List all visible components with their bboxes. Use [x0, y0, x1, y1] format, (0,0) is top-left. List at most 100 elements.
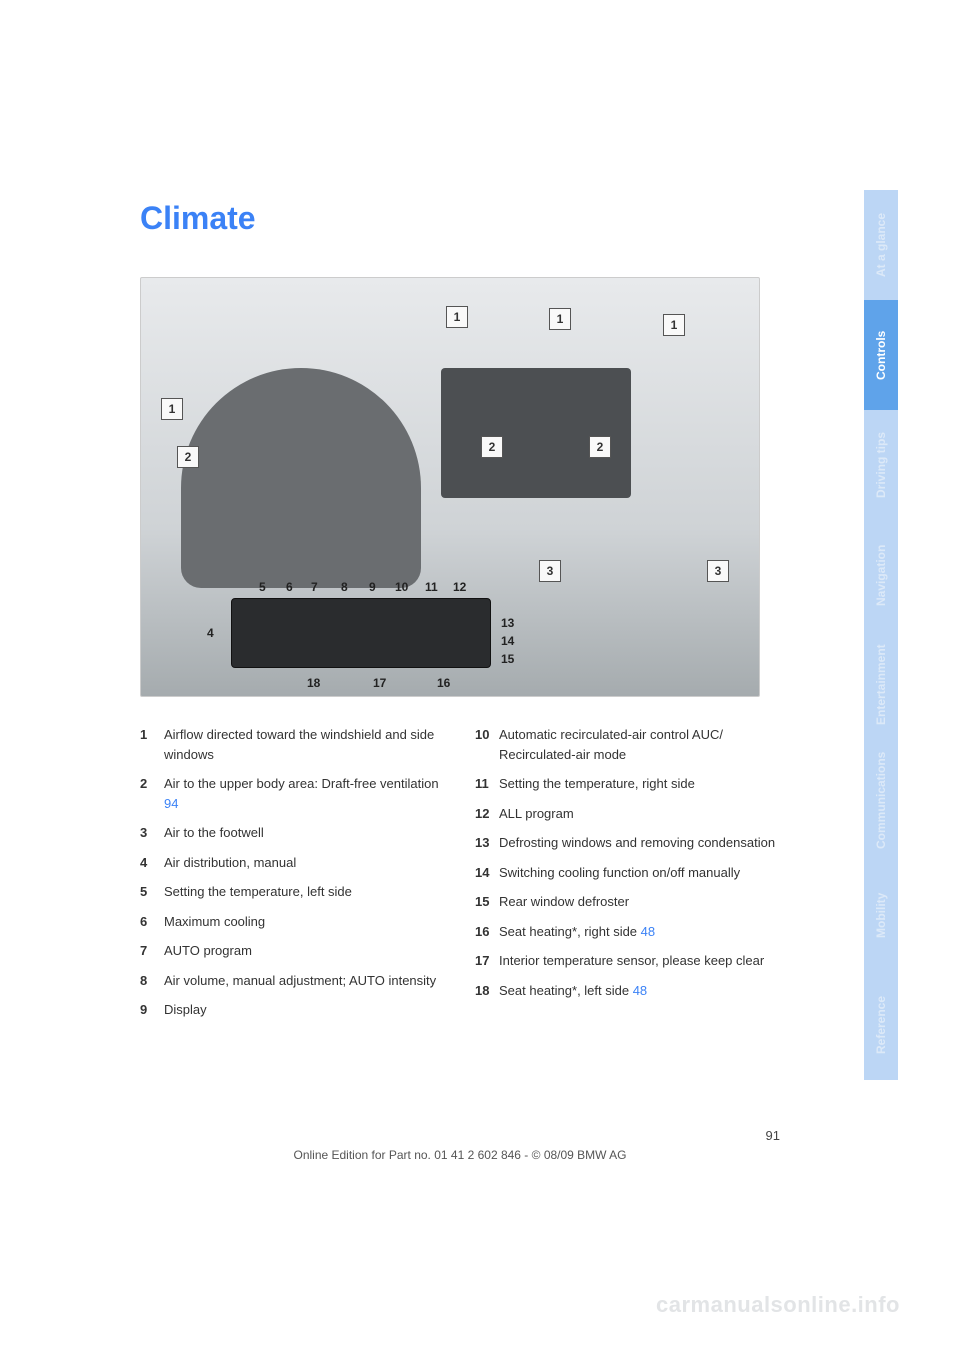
tab-reference[interactable]: Reference	[864, 970, 898, 1080]
legend-item: 18Seat heating*, left side 48	[475, 981, 780, 1001]
legend-item-number: 16	[475, 922, 499, 942]
tab-mobility[interactable]: Mobility	[864, 860, 898, 970]
legend-item: 10Automatic recirculated-air control AUC…	[475, 725, 780, 764]
legend-item-number: 10	[475, 725, 499, 764]
footer-text: Online Edition for Part no. 01 41 2 602 …	[140, 1148, 780, 1162]
legend-item-text: AUTO program	[164, 941, 445, 961]
legend-item: 17Interior temperature sensor, please ke…	[475, 951, 780, 971]
diagram-callout: 3	[539, 560, 561, 582]
legend-item: 9Display	[140, 1000, 445, 1020]
legend-item-text: Maximum cooling	[164, 912, 445, 932]
legend-item-number: 17	[475, 951, 499, 971]
diagram-callout: 1	[549, 308, 571, 330]
legend-item: 2Air to the upper body area: Draft-free …	[140, 774, 445, 813]
legend-item-text: ALL program	[499, 804, 780, 824]
legend-column-right: 10Automatic recirculated-air control AUC…	[475, 725, 780, 1030]
steering-wheel-shape	[181, 368, 421, 588]
tab-entertainment[interactable]: Entertainment	[864, 630, 898, 740]
legend-item: 15Rear window defroster	[475, 892, 780, 912]
page-reference-link[interactable]: 94	[164, 796, 178, 811]
diagram-index-number: 6	[286, 580, 293, 594]
legend-item-text: Seat heating*, left side 48	[499, 981, 780, 1001]
diagram-index-number: 15	[501, 652, 514, 666]
legend-item-number: 18	[475, 981, 499, 1001]
tab-driving-tips[interactable]: Driving tips	[864, 410, 898, 520]
diagram-callout: 1	[663, 314, 685, 336]
diagram-index-number: 18	[307, 676, 320, 690]
legend-item-number: 8	[140, 971, 164, 991]
page-title: Climate	[140, 200, 780, 237]
diagram-callout: 1	[161, 398, 183, 420]
legend-item: 1Airflow directed toward the windshield …	[140, 725, 445, 764]
legend-item-number: 14	[475, 863, 499, 883]
legend-item: 5Setting the temperature, left side	[140, 882, 445, 902]
legend-item: 12ALL program	[475, 804, 780, 824]
legend-item-number: 12	[475, 804, 499, 824]
climate-control-panel	[231, 598, 491, 668]
legend-item: 11Setting the temperature, right side	[475, 774, 780, 794]
tab-communications[interactable]: Communications	[864, 740, 898, 860]
legend-item-text: Setting the temperature, left side	[164, 882, 445, 902]
legend-item-number: 9	[140, 1000, 164, 1020]
legend-item-number: 1	[140, 725, 164, 764]
legend-item-text: Air to the footwell	[164, 823, 445, 843]
legend-item: 7AUTO program	[140, 941, 445, 961]
diagram-index-number: 17	[373, 676, 386, 690]
legend-item-number: 2	[140, 774, 164, 813]
legend-item: 13Defrosting windows and removing conden…	[475, 833, 780, 853]
legend-item: 14Switching cooling function on/off manu…	[475, 863, 780, 883]
diagram-callout: 2	[177, 446, 199, 468]
legend-item-number: 5	[140, 882, 164, 902]
legend-item: 16Seat heating*, right side 48	[475, 922, 780, 942]
legend-item-text: Air distribution, manual	[164, 853, 445, 873]
legend-item-number: 3	[140, 823, 164, 843]
diagram-callout: 3	[707, 560, 729, 582]
diagram-index-number: 11	[425, 580, 438, 594]
legend-item-text: Display	[164, 1000, 445, 1020]
tab-at-a-glance[interactable]: At a glance	[864, 190, 898, 300]
dashboard-diagram: 111122233 56789101112 131415 181716 4	[140, 277, 760, 697]
diagram-index-number: 12	[453, 580, 466, 594]
section-tabs: At a glanceControlsDriving tipsNavigatio…	[864, 190, 898, 1080]
diagram-index-number: 10	[395, 580, 408, 594]
page-reference-link[interactable]: 48	[633, 983, 647, 998]
legend-item-number: 7	[140, 941, 164, 961]
tab-controls[interactable]: Controls	[864, 300, 898, 410]
page-number: 91	[140, 1128, 780, 1143]
tab-navigation[interactable]: Navigation	[864, 520, 898, 630]
diagram-index-number: 4	[207, 626, 214, 640]
legend-item-text: Interior temperature sensor, please keep…	[499, 951, 780, 971]
legend-item: 4Air distribution, manual	[140, 853, 445, 873]
legend-item-text: Automatic recirculated-air control AUC/ …	[499, 725, 780, 764]
legend-item-number: 4	[140, 853, 164, 873]
legend-item-text: Air to the upper body area: Draft-free v…	[164, 774, 445, 813]
legend-item: 6Maximum cooling	[140, 912, 445, 932]
diagram-index-number: 16	[437, 676, 450, 690]
legend-item: 8Air volume, manual adjustment; AUTO int…	[140, 971, 445, 991]
legend-item: 3Air to the footwell	[140, 823, 445, 843]
legend-item-text: Seat heating*, right side 48	[499, 922, 780, 942]
page-reference-link[interactable]: 48	[641, 924, 655, 939]
legend-item-number: 6	[140, 912, 164, 932]
diagram-callout: 1	[446, 306, 468, 328]
legend-item-text: Airflow directed toward the windshield a…	[164, 725, 445, 764]
diagram-callout: 2	[481, 436, 503, 458]
legend-item-text: Switching cooling function on/off manual…	[499, 863, 780, 883]
legend-item-number: 13	[475, 833, 499, 853]
diagram-index-number: 5	[259, 580, 266, 594]
diagram-callout: 2	[589, 436, 611, 458]
diagram-index-number: 7	[311, 580, 318, 594]
watermark: carmanualsonline.info	[656, 1292, 900, 1318]
diagram-index-number: 14	[501, 634, 514, 648]
legend-columns: 1Airflow directed toward the windshield …	[140, 725, 780, 1030]
legend-column-left: 1Airflow directed toward the windshield …	[140, 725, 445, 1030]
legend-item-text: Air volume, manual adjustment; AUTO inte…	[164, 971, 445, 991]
diagram-index-number: 8	[341, 580, 348, 594]
page-content: Climate 111122233 56789101112 131415 181…	[140, 200, 780, 1030]
legend-item-number: 15	[475, 892, 499, 912]
center-stack-shape	[441, 368, 631, 498]
diagram-index-number: 9	[369, 580, 376, 594]
legend-item-number: 11	[475, 774, 499, 794]
diagram-index-number: 13	[501, 616, 514, 630]
legend-item-text: Rear window defroster	[499, 892, 780, 912]
